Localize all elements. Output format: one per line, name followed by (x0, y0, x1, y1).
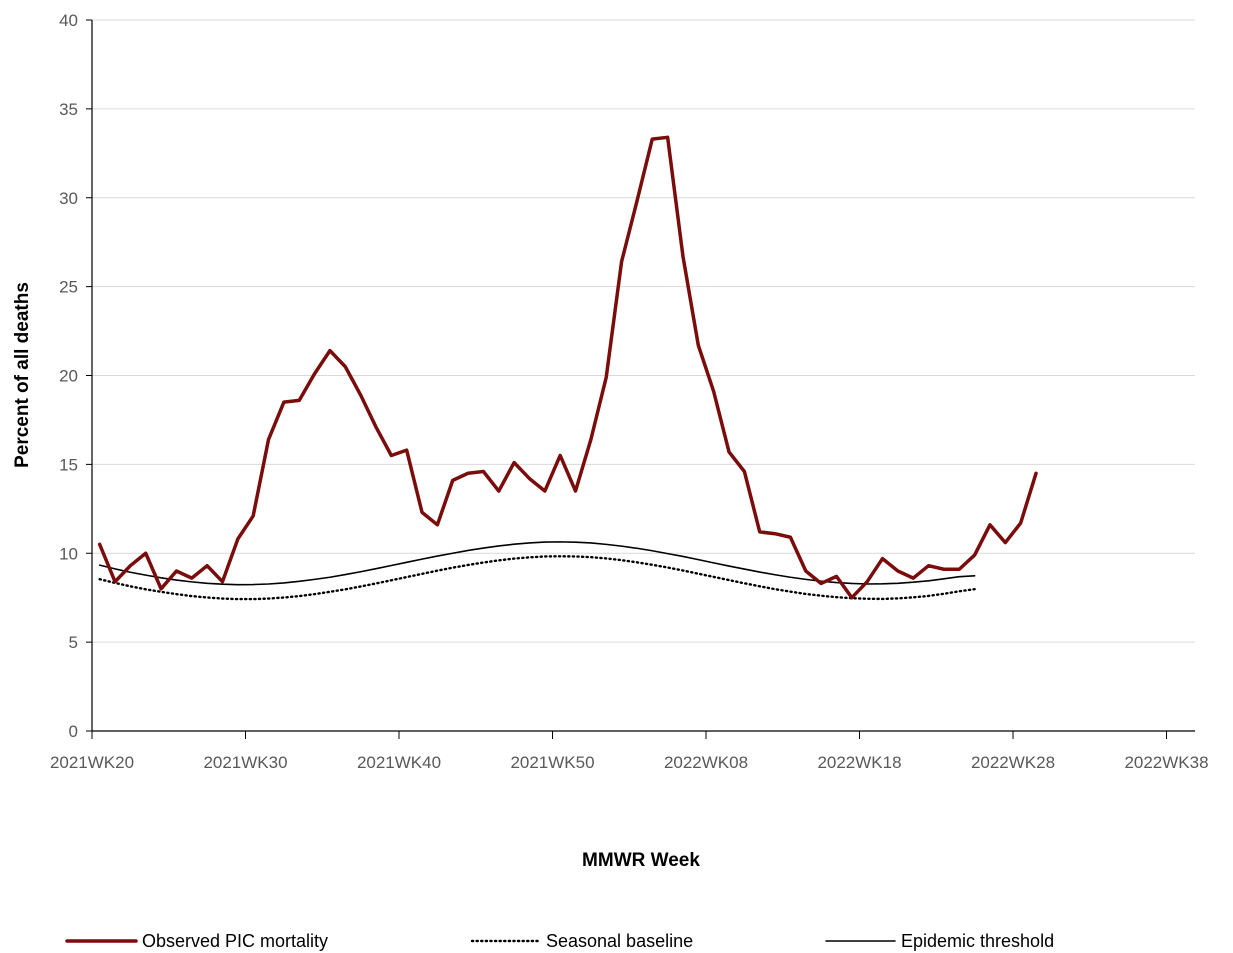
series-lines (97, 135, 1038, 601)
gridlines (92, 19, 1195, 643)
x-tick-label: 2021WK30 (203, 753, 287, 772)
legend: Observed PIC mortality Seasonal baseline… (65, 931, 1054, 951)
y-axis-ticks: 0 5 10 15 20 25 30 35 40 (59, 11, 92, 741)
y-tick-label: 20 (59, 367, 78, 386)
x-tick-label: 2021WK40 (357, 753, 441, 772)
observed-pic-mortality-line (97, 135, 1038, 600)
y-axis-title: Percent of all deaths (12, 282, 33, 468)
x-tick-label: 2022WK38 (1124, 753, 1208, 772)
x-tick-label: 2021WK20 (50, 753, 134, 772)
x-axis-ticks: 2021WK20 2021WK30 2021WK40 2021WK50 2022WK08… (50, 731, 1209, 772)
x-tick-label: 2022WK18 (817, 753, 901, 772)
y-tick-label: 15 (59, 455, 78, 474)
y-tick-label: 0 (69, 722, 78, 741)
x-axis-title: MMWR Week (582, 850, 700, 871)
legend-label-observed: Observed PIC mortality (142, 931, 328, 951)
legend-label-threshold: Epidemic threshold (901, 931, 1054, 951)
x-tick-label: 2022WK28 (971, 753, 1055, 772)
y-tick-label: 10 (59, 544, 78, 563)
y-tick-label: 35 (59, 100, 78, 119)
x-tick-label: 2022WK08 (664, 753, 748, 772)
x-tick-label: 2021WK50 (510, 753, 594, 772)
y-tick-label: 25 (59, 278, 78, 297)
seasonal-baseline-line (98, 555, 976, 601)
legend-label-baseline: Seasonal baseline (546, 931, 693, 951)
y-tick-label: 30 (59, 189, 78, 208)
y-tick-label: 5 (69, 633, 78, 652)
epidemic-threshold-line (98, 541, 976, 586)
y-tick-label: 40 (59, 11, 78, 30)
